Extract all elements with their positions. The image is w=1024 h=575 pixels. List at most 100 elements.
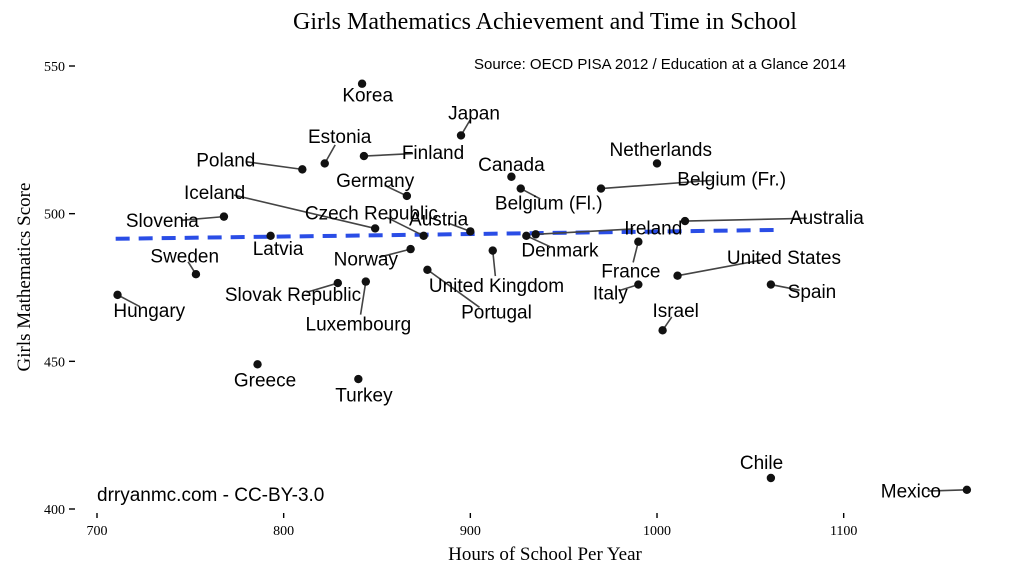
- point-luxembourg: [361, 277, 371, 286]
- label-netherlands: Netherlands: [610, 140, 712, 161]
- label-slovenia: Slovenia: [126, 211, 199, 232]
- point-labels: Korea Japan Estonia Finland Poland Netherland…: [113, 86, 941, 503]
- label-iceland: Iceland: [184, 183, 245, 204]
- label-spain: Spain: [788, 282, 837, 303]
- y-tick-label: 550: [44, 60, 65, 75]
- point-iceland: [370, 224, 380, 233]
- label-denmark: Denmark: [521, 241, 599, 262]
- label-canada: Canada: [478, 155, 545, 176]
- label-turkey: Turkey: [335, 385, 393, 406]
- leader-line-mexico: [927, 489, 967, 492]
- leader-line-czech-republic: [386, 216, 425, 237]
- label-australia: Australia: [790, 208, 864, 229]
- label-mexico: Mexico: [881, 481, 941, 502]
- label-poland: Poland: [196, 151, 255, 172]
- point-ireland: [531, 230, 540, 239]
- leader-line-portugal: [426, 269, 480, 308]
- point-canada: [507, 172, 516, 181]
- x-tick-label: 900: [460, 524, 481, 539]
- x-axis-title: Hours of School Per Year: [448, 544, 642, 565]
- point-greece: [253, 360, 262, 369]
- leader-line-poland: [245, 160, 303, 171]
- leader-line-iceland: [233, 194, 376, 230]
- point-poland: [298, 165, 307, 174]
- leader-line-slovak-republic: [306, 282, 339, 294]
- leader-line-ireland: [535, 228, 634, 236]
- label-slovak-republic: Slovak Republic: [225, 285, 361, 306]
- axes: 400 450 500 550 700 800 900 1000 1100: [44, 60, 857, 539]
- label-sweden: Sweden: [150, 246, 219, 267]
- label-latvia: Latvia: [253, 239, 304, 260]
- point-united-kingdom: [488, 246, 497, 255]
- point-slovenia: [219, 212, 229, 221]
- point-turkey: [354, 374, 363, 384]
- x-tick-label: 700: [87, 524, 108, 539]
- leader-line-spain: [770, 283, 800, 291]
- label-united-kingdom: United Kingdom: [429, 276, 564, 297]
- leader-line-australia: [684, 217, 807, 222]
- label-belgium-fl: Belgium (Fl.): [495, 193, 603, 214]
- point-chile: [766, 473, 776, 483]
- point-belgium-fl: [516, 184, 525, 193]
- point-belgium-fr: [596, 184, 606, 193]
- point-denmark: [522, 231, 531, 241]
- point-italy: [634, 280, 643, 289]
- leader-line-finland: [363, 152, 414, 157]
- leader-line-united-states: [677, 258, 765, 277]
- point-netherlands: [652, 159, 662, 168]
- label-france: France: [601, 261, 660, 282]
- point-korea: [357, 79, 367, 88]
- point-slovak-republic: [333, 278, 343, 288]
- leader-line-norway: [379, 248, 411, 258]
- point-mexico: [962, 485, 972, 495]
- source-note: Source: OECD PISA 2012 / Education at a …: [474, 56, 846, 73]
- y-tick-label: 500: [44, 208, 65, 223]
- label-israel: Israel: [652, 301, 698, 322]
- point-austria: [466, 227, 475, 236]
- y-tick-label: 400: [44, 503, 65, 518]
- point-sweden: [191, 270, 201, 279]
- point-hungary: [113, 290, 122, 300]
- label-italy: Italy: [593, 283, 628, 304]
- leader-line-denmark: [526, 235, 551, 248]
- label-portugal: Portugal: [461, 303, 532, 324]
- point-finland: [359, 151, 369, 161]
- x-tick-label: 800: [273, 524, 294, 539]
- credit-note: drryanmc.com - CC-BY-3.0: [97, 485, 324, 506]
- point-estonia: [320, 159, 329, 168]
- point-norway: [406, 244, 415, 254]
- label-estonia: Estonia: [308, 127, 372, 148]
- label-ireland: Ireland: [624, 218, 682, 239]
- leader-line-luxembourg: [359, 281, 367, 315]
- point-spain: [766, 280, 776, 289]
- label-greece: Greece: [234, 371, 296, 392]
- label-luxembourg: Luxembourg: [306, 314, 412, 335]
- label-belgium-fr: Belgium (Fr.): [677, 170, 786, 191]
- point-israel: [658, 326, 667, 335]
- point-latvia: [266, 231, 275, 241]
- y-tick-label: 450: [44, 355, 65, 370]
- point-united-states: [673, 271, 682, 280]
- label-japan: Japan: [448, 103, 500, 124]
- label-korea: Korea: [342, 86, 393, 107]
- label-united-states: United States: [727, 248, 841, 269]
- label-chile: Chile: [740, 453, 783, 474]
- chart-title: Girls Mathematics Achievement and Time i…: [293, 9, 797, 35]
- label-norway: Norway: [334, 249, 399, 270]
- x-tick-label: 1000: [643, 524, 671, 539]
- point-czech-republic: [419, 231, 428, 241]
- point-portugal: [423, 265, 432, 274]
- trend-line-group: [115, 227, 779, 241]
- y-axis-title: Girls Mathematics Score: [14, 183, 35, 372]
- point-france: [634, 237, 643, 246]
- point-japan: [456, 131, 466, 140]
- label-austria: Austria: [409, 210, 469, 231]
- label-finland: Finland: [402, 143, 464, 164]
- trend-line: [115, 227, 779, 241]
- point-germany: [402, 191, 412, 201]
- label-germany: Germany: [336, 171, 415, 192]
- point-australia: [680, 216, 690, 226]
- x-tick-label: 1100: [830, 524, 857, 539]
- leader-line-slovenia: [180, 215, 225, 222]
